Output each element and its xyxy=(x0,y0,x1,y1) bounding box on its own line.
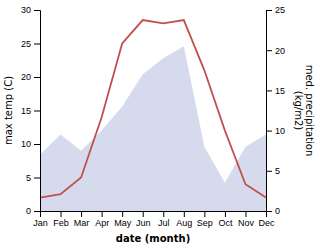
tick: Jul xyxy=(158,211,170,228)
tick-mark xyxy=(266,131,272,132)
tick-label: Dec xyxy=(258,218,275,228)
tick-mark xyxy=(102,211,103,217)
tick: Jan xyxy=(33,211,48,228)
tick-mark xyxy=(266,211,272,212)
plot: JanFebMarAprMayJunJulAugSepOctNovDec0510… xyxy=(3,5,315,244)
y2-axis-title-line: (kg/m2) xyxy=(293,91,304,131)
tick-label: Apr xyxy=(95,218,109,228)
tick-label: 5 xyxy=(26,173,31,183)
y-axis-title: max temp (C) xyxy=(3,76,14,145)
tick: 10 xyxy=(21,139,40,149)
tick-label: 25 xyxy=(275,5,285,15)
tick-mark xyxy=(34,144,40,145)
tick: 20 xyxy=(21,72,40,82)
tick: May xyxy=(114,211,132,228)
tick-label: 15 xyxy=(275,86,285,96)
tick-mark xyxy=(245,211,246,217)
tick: 0 xyxy=(26,206,40,216)
tick-mark xyxy=(225,211,226,217)
tick-mark xyxy=(143,211,144,217)
tick: Oct xyxy=(218,211,233,228)
tick-label: May xyxy=(114,218,132,228)
precipitation-area xyxy=(40,46,266,211)
tick-mark xyxy=(266,90,272,91)
x-axis: Jan Feb Mar Apr May Jun Jul Aug Sep Oct NovDec xyxy=(33,211,275,228)
tick-label: Aug xyxy=(176,218,192,228)
tick-mark xyxy=(266,171,272,172)
tick: Dec xyxy=(258,211,275,228)
tick-label: 25 xyxy=(21,39,31,49)
tick: 0 xyxy=(266,206,280,216)
tick: Jun xyxy=(136,211,151,228)
tick-label: 20 xyxy=(275,46,285,56)
tick: 10 xyxy=(266,126,285,136)
tick: Aug xyxy=(176,211,192,228)
tick: Feb xyxy=(53,211,69,228)
tick-mark xyxy=(34,77,40,78)
tick-label: 0 xyxy=(26,206,31,216)
tick-mark xyxy=(61,211,62,217)
tick-label: Jun xyxy=(136,218,151,228)
y2-axis-title: med. precipitation(kg/m2) xyxy=(293,65,315,157)
tick-label: Jul xyxy=(158,218,170,228)
tick-label: 15 xyxy=(21,106,31,116)
tick-mark xyxy=(204,211,205,217)
tick: Nov xyxy=(238,211,255,228)
tick-mark xyxy=(34,178,40,179)
tick-mark xyxy=(34,10,40,11)
tick-mark xyxy=(184,211,185,217)
tick-mark xyxy=(163,211,164,217)
tick-label: Jan xyxy=(33,218,48,228)
tick: 30 xyxy=(21,5,40,15)
tick-label: Nov xyxy=(238,218,255,228)
tick-label: 20 xyxy=(21,72,31,82)
tick: Apr xyxy=(95,211,109,228)
tick-mark xyxy=(81,211,82,217)
tick: 25 xyxy=(21,39,40,49)
tick-label: 10 xyxy=(21,139,31,149)
tick-label: 10 xyxy=(275,126,285,136)
tick-mark xyxy=(266,10,272,11)
tick: 15 xyxy=(21,106,40,116)
tick-label: 5 xyxy=(275,166,280,176)
tick: 5 xyxy=(266,166,280,176)
tick-label: 0 xyxy=(275,206,280,216)
tick-label: Feb xyxy=(53,218,69,228)
marks xyxy=(40,20,266,211)
y2-axis: 0 5 10 15 20 25 xyxy=(266,5,285,216)
tick: Mar xyxy=(74,211,90,228)
tick: 5 xyxy=(26,173,40,183)
tick: 20 xyxy=(266,46,285,56)
y2-axis-title-line: med. precipitation xyxy=(304,65,315,157)
tick-mark xyxy=(34,111,40,112)
x-axis-title: date (month) xyxy=(116,233,190,244)
tick: 25 xyxy=(266,5,285,15)
chart: JanFebMarAprMayJunJulAugSepOctNovDec0510… xyxy=(0,0,318,247)
tick-label: Oct xyxy=(218,218,233,228)
tick: Sep xyxy=(197,211,213,228)
tick-mark xyxy=(34,44,40,45)
tick-label: Mar xyxy=(74,218,90,228)
tick-mark xyxy=(122,211,123,217)
tick: 15 xyxy=(266,86,285,96)
y2-axis-line xyxy=(267,11,273,212)
tick-mark xyxy=(34,211,40,212)
temperature-line xyxy=(40,20,266,198)
y-axis: 0 5 10 15 20 25 30 xyxy=(21,5,41,216)
x-axis-line xyxy=(41,212,267,218)
tick-label: Sep xyxy=(197,218,213,228)
y-axis-line xyxy=(34,11,41,212)
tick-mark xyxy=(266,50,272,51)
tick-label: 30 xyxy=(21,5,31,15)
